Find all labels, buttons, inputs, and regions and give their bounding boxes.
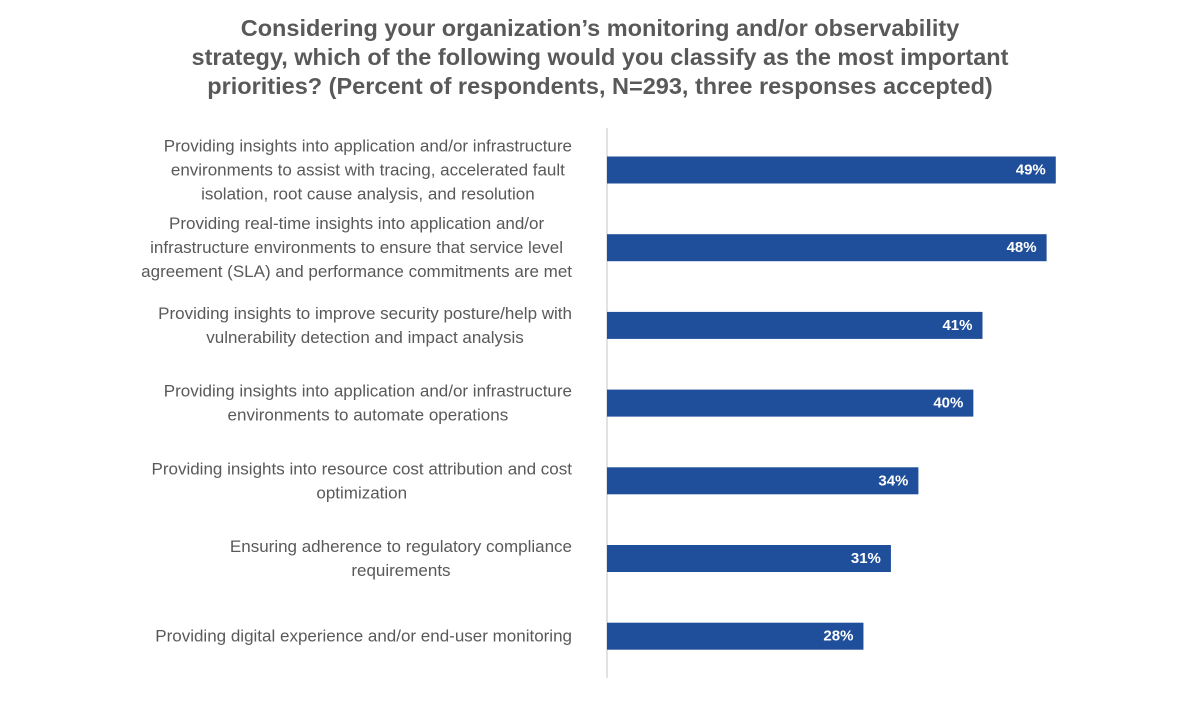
category-label-line: Ensuring adherence to regulatory complia… [230,537,572,556]
bar [607,311,983,339]
bar [607,156,1056,184]
bar-group: 34% Providing insights into resource cost… [151,459,919,502]
category-label-line: agreement (SLA) and performance commitme… [141,262,572,281]
category-label-line: environments to assist with tracing, acc… [171,161,565,180]
data-label: 28% [823,628,853,645]
bar [607,467,919,495]
category-label-line: Providing digital experience and/or end-… [155,627,572,646]
data-label: 31% [851,550,881,567]
category-label-line: Providing insights into resource cost at… [151,459,572,478]
category-label: Providing digital experience and/or end-… [155,627,572,646]
category-label-line: Providing insights to improve security p… [158,304,572,323]
category-label: Providing insights to improve security p… [158,304,572,347]
bar [607,545,891,572]
category-label: Providing real-time insights into applic… [141,214,572,281]
data-label: 41% [942,317,972,334]
category-label: Ensuring adherence to regulatory complia… [230,537,572,580]
category-label-line: infrastructure environments to ensure th… [150,238,563,257]
bar [607,622,864,650]
category-label: Providing insights into resource cost at… [151,459,572,502]
category-label-line: environments to automate operations [228,406,509,425]
category-label-line: optimization [316,483,407,502]
data-label: 49% [1016,162,1046,179]
category-label-line: requirements [351,561,450,580]
category-label: Providing insights into application and/… [164,137,572,204]
category-label-line: Providing insights into application and/… [164,137,572,156]
bar [607,234,1047,262]
chart-title: Considering your organization’s monitori… [191,15,1009,99]
bar-group: 31% Ensuring adherence to regulatory comp… [230,537,891,580]
data-label: 48% [1007,239,1037,256]
bar-group: 41% Providing insights to improve securit… [158,304,983,347]
data-label: 34% [878,472,908,489]
category-label-line: Providing insights into application and/… [164,382,572,401]
category-label-line: vulnerability detection and impact analy… [206,328,524,347]
category-label-line: isolation, root cause analysis, and reso… [201,185,535,204]
bar-group: 28% Providing digital experience and/or e… [155,622,864,650]
data-label: 40% [933,395,963,412]
category-label: Providing insights into application and/… [164,382,572,425]
bar [607,389,974,417]
bar-group: 40% Providing insights into application a… [164,382,974,425]
category-label-line: Providing real-time insights into applic… [169,214,544,233]
bars-layer: 49% Providing insights into application a… [141,137,1056,650]
bar-group: 49% Providing insights into application a… [164,137,1056,204]
bar-group: 48% Providing real-time insights into app… [141,214,1047,281]
